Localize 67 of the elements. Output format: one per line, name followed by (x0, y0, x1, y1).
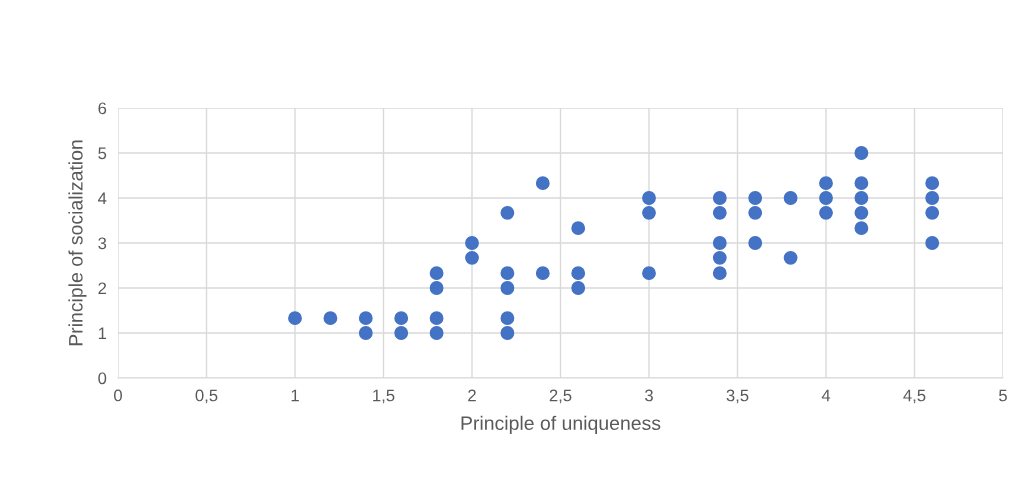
point (854, 191, 869, 205)
point (358, 311, 373, 326)
point (571, 221, 586, 236)
x-tick-label: 4 (821, 389, 831, 402)
point (712, 266, 727, 281)
point (854, 146, 869, 160)
point (819, 191, 833, 205)
point (323, 311, 338, 326)
point (854, 205, 869, 220)
point (642, 191, 656, 205)
point (394, 311, 409, 326)
x-tick-label: 2,5 (549, 389, 572, 404)
point (925, 236, 940, 250)
point (819, 205, 833, 220)
point (429, 311, 444, 326)
point (429, 326, 444, 340)
point (571, 281, 586, 295)
x-tick-label: 0,5 (195, 389, 218, 404)
point (712, 205, 727, 220)
x-axis-title: Principle of uniqueness (461, 415, 661, 434)
point (854, 176, 869, 191)
point (465, 250, 479, 265)
point (288, 311, 302, 326)
point (500, 311, 515, 326)
x-tick-label: 1,5 (373, 389, 395, 404)
point (712, 191, 727, 205)
y-tick-label: 1 (98, 327, 107, 340)
point (819, 176, 833, 191)
point (748, 236, 763, 250)
x-tick-label: 3 (645, 389, 653, 402)
point (429, 281, 444, 295)
x-tick-label: 4,5 (903, 389, 926, 404)
point (783, 250, 798, 265)
point (429, 266, 444, 281)
y-tick-label: 2 (98, 282, 107, 295)
point (535, 176, 550, 191)
y-tick-label: 6 (98, 102, 107, 115)
point (748, 191, 763, 205)
point (925, 176, 940, 191)
point (571, 266, 586, 281)
y-tick-label: 0 (98, 372, 107, 385)
point (642, 266, 656, 281)
y-tick-label: 3 (98, 237, 107, 250)
point (500, 205, 515, 220)
point (535, 266, 550, 281)
point (783, 191, 798, 205)
point (748, 205, 763, 220)
y-tick-label: 5 (98, 147, 107, 160)
point (925, 205, 940, 220)
y-axis-title: Principle of socialization (68, 140, 87, 346)
point (925, 191, 940, 205)
x-tick-label: 1 (291, 389, 299, 402)
y-tick-label: 4 (98, 192, 107, 205)
point (358, 326, 373, 340)
x-tick-label: 5 (999, 389, 1007, 402)
point (465, 236, 479, 250)
x-tick-label: 2 (468, 389, 476, 402)
point (642, 205, 656, 220)
point (500, 326, 515, 340)
point (500, 281, 515, 295)
x-tick-label: 0 (114, 389, 122, 402)
point (854, 221, 869, 236)
point (712, 250, 727, 265)
x-tick-label: 3,5 (726, 389, 749, 404)
point (712, 236, 727, 250)
point (394, 326, 409, 340)
point (500, 266, 515, 281)
